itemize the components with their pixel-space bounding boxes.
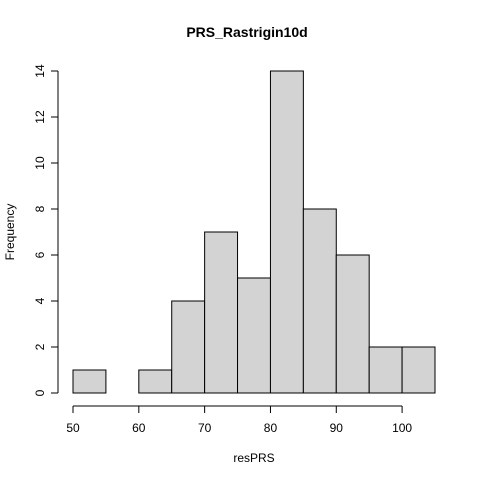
y-tick-label-6: 6 (33, 251, 47, 258)
y-tick-label-12: 12 (33, 110, 47, 124)
bar-90-95 (335, 254, 370, 394)
y-tick-label-4: 4 (33, 297, 47, 304)
x-tick-label-70: 70 (198, 421, 212, 435)
bar-75-80 (237, 277, 271, 394)
x-tick-label-60: 60 (132, 421, 146, 435)
y-tick-label-14: 14 (33, 64, 47, 78)
x-axis-label: resPRS (233, 451, 274, 465)
y-tick-label-2: 2 (33, 343, 47, 350)
x-tick-label-100: 100 (392, 421, 412, 435)
bars-group (72, 70, 436, 394)
bar-50-55 (72, 369, 107, 394)
y-tick-label-0: 0 (33, 389, 47, 396)
bar-100-105 (401, 346, 436, 394)
x-axis: 50 60 70 80 90 100 (66, 405, 412, 435)
y-axis: 0 2 4 6 8 10 12 14 (33, 64, 59, 396)
bar-95-100 (368, 346, 403, 394)
y-tick-label-8: 8 (33, 205, 47, 212)
x-tick-label-80: 80 (264, 421, 278, 435)
y-axis-label: Frequency (3, 204, 17, 261)
bar-65-70 (171, 300, 206, 394)
bar-85-90 (302, 208, 337, 394)
y-tick-label-10: 10 (33, 156, 47, 170)
bar-70-75 (204, 231, 239, 394)
x-tick-label-90: 90 (330, 421, 344, 435)
x-tick-label-50: 50 (66, 421, 80, 435)
bar-60-65 (138, 369, 173, 394)
chart-title: PRS_Rastrigin10d (186, 24, 307, 40)
bar-80-85 (269, 70, 304, 394)
